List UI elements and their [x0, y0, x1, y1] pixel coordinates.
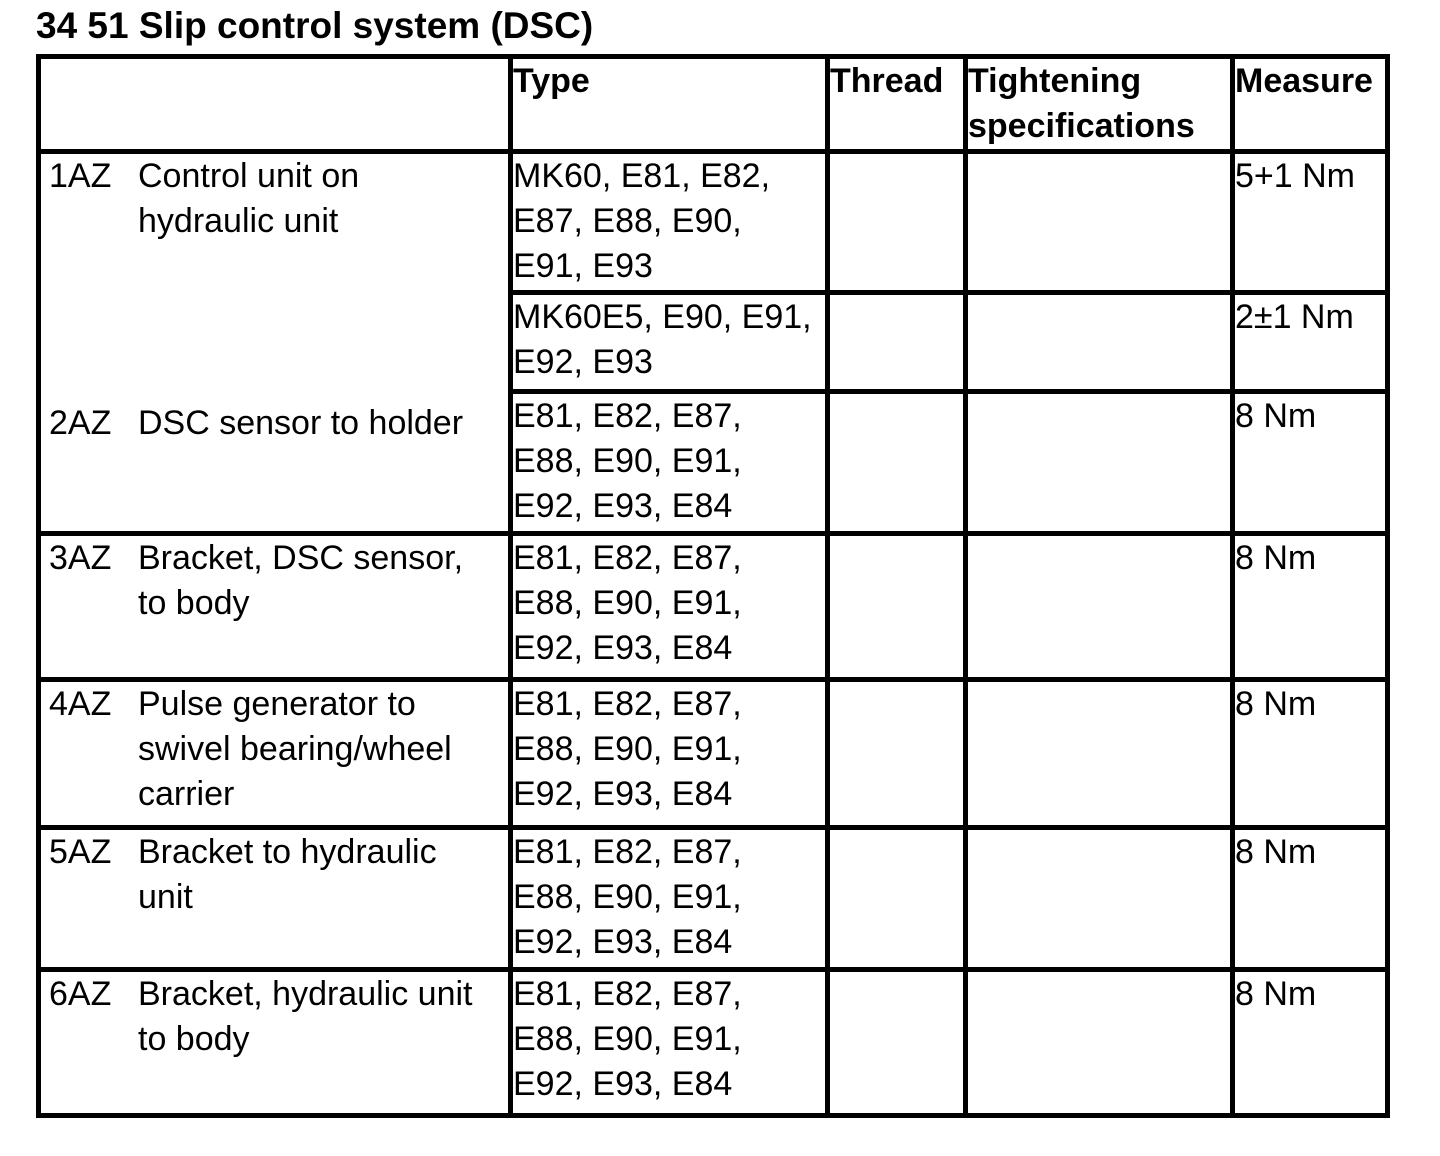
row-label-3az: Bracket, DSC sensor, to body: [138, 539, 464, 622]
row-label-5az: Bracket to hydraulic unit: [138, 833, 437, 916]
table-row: 4AZ Pulse generator to swivel bearing/wh…: [36, 677, 1390, 830]
table-row: 6AZ Bracket, hydraulic unit to body E81,…: [36, 967, 1390, 1118]
col-header-measure: Measure: [1230, 54, 1390, 154]
item-cell-6az: 6AZ Bracket, hydraulic unit to body: [36, 967, 513, 1118]
col-header-tightening-specifications: Tightening specifications: [963, 54, 1235, 154]
row-id-1az: 1AZ: [49, 157, 112, 195]
table-row: 5AZ Bracket to hydraulic unit E81, E82, …: [36, 825, 1390, 972]
tightening-cell: [963, 389, 1235, 536]
thread-cell: [825, 825, 968, 972]
thread-cell: [825, 677, 968, 830]
tightening-cell: [963, 967, 1235, 1118]
thread-cell: [825, 967, 968, 1118]
row-entry-4az: 4AZ Pulse generator to swivel bearing/wh…: [44, 685, 506, 818]
measure-cell: 5+1 Nm: [1230, 149, 1390, 295]
measure-cell: 8 Nm: [1230, 677, 1390, 830]
measure-cell: 2±1 Nm: [1230, 290, 1390, 394]
measure-cell: 8 Nm: [1230, 531, 1390, 682]
row-id-4az: 4AZ: [49, 685, 112, 723]
thread-cell: [825, 290, 968, 394]
type-cell: MK60, E81, E82, E87, E88, E90, E91, E93: [508, 149, 830, 295]
item-cell-3az: 3AZ Bracket, DSC sensor, to body: [36, 531, 513, 682]
item-cell-5az: 5AZ Bracket to hydraulic unit: [36, 825, 513, 972]
row-entry-2az: 2AZ DSC sensor to holder: [44, 401, 506, 446]
col-header-thread: Thread: [825, 54, 968, 154]
col-header-type: Type: [508, 54, 830, 154]
row-entry-1az: 1AZ Control unit on hydraulic unit: [44, 157, 506, 245]
tightening-cell: [963, 290, 1235, 394]
measure-cell: 8 Nm: [1230, 967, 1390, 1118]
item-cell-1az-2az: 1AZ Control unit on hydraulic unit 2AZ D…: [36, 149, 513, 536]
thread-cell: [825, 149, 968, 295]
type-cell: MK60E5, E90, E91, E92, E93: [508, 290, 830, 394]
table-row: MK60E5, E90, E91, E92, E93 2±1 Nm: [39, 290, 1390, 394]
row-label-2az: DSC sensor to holder: [138, 404, 464, 442]
tightening-cell: [963, 149, 1235, 295]
tightening-cell: [963, 825, 1235, 972]
type-cell: E81, E82, E87, E88, E90, E91, E92, E93, …: [508, 531, 830, 682]
header-row: Type Thread Tightening specifications Me…: [36, 54, 1390, 154]
thread-cell: [825, 389, 968, 536]
table-row: 3AZ Bracket, DSC sensor, to body E81, E8…: [36, 531, 1390, 682]
row-id-6az: 6AZ: [49, 975, 112, 1013]
measure-cell: 8 Nm: [1230, 389, 1390, 536]
type-cell: E81, E82, E87, E88, E90, E91, E92, E93, …: [508, 825, 830, 972]
type-cell: E81, E82, E87, E88, E90, E91, E92, E93, …: [508, 967, 830, 1118]
measure-cell: 8 Nm: [1230, 825, 1390, 972]
row-entry-6az: 6AZ Bracket, hydraulic unit to body: [44, 975, 506, 1063]
row-label-1az: Control unit on hydraulic unit: [138, 157, 360, 240]
tightening-cell: [963, 677, 1235, 830]
row-label-6az: Bracket, hydraulic unit to body: [138, 975, 473, 1058]
type-cell: E81, E82, E87, E88, E90, E91, E92, E93, …: [508, 677, 830, 830]
row-entry-5az: 5AZ Bracket to hydraulic unit: [44, 833, 506, 921]
row-entry-3az: 3AZ Bracket, DSC sensor, to body: [44, 539, 506, 627]
row-id-2az: 2AZ: [49, 404, 112, 442]
type-cell: E81, E82, E87, E88, E90, E91, E92, E93, …: [508, 389, 830, 536]
col-header-item: [36, 54, 513, 154]
row-id-3az: 3AZ: [49, 539, 112, 577]
table-row: 1AZ Control unit on hydraulic unit 2AZ D…: [36, 149, 1390, 536]
torque-spec-table: Type Thread Tightening specifications Me…: [36, 54, 1390, 1118]
page-title: 34 51 Slip control system (DSC): [36, 5, 594, 46]
row-label-4az: Pulse generator to swivel bearing/wheel …: [138, 685, 452, 813]
row-id-5az: 5AZ: [49, 833, 112, 871]
thread-cell: [825, 531, 968, 682]
tightening-cell: [963, 531, 1235, 682]
table-row: E81, E82, E87, E88, E90, E91, E92, E93, …: [39, 389, 1390, 536]
item-cell-4az: 4AZ Pulse generator to swivel bearing/wh…: [36, 677, 513, 830]
